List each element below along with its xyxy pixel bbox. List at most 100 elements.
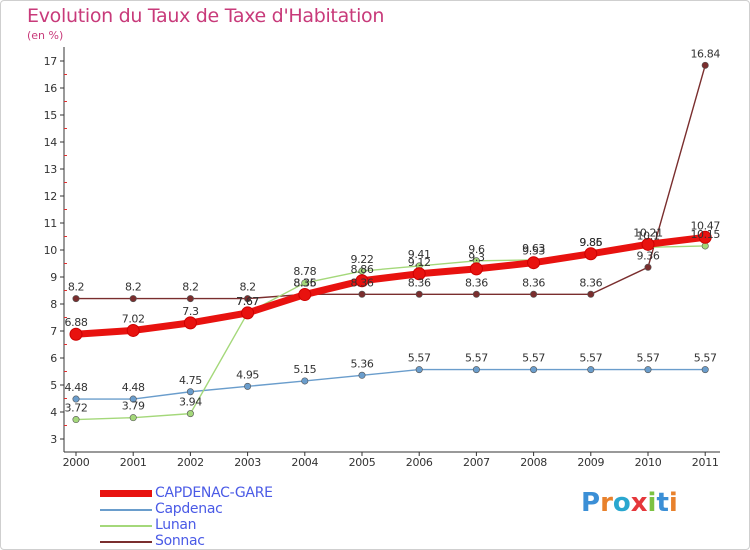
data-label: 10.47: [690, 219, 720, 232]
data-label: 9.86: [579, 236, 602, 249]
data-point: [244, 295, 252, 303]
series-line-sonnac: [75, 64, 706, 300]
logo-letter: P: [581, 488, 601, 518]
data-label: 8.36: [522, 276, 545, 289]
y-tick-label: 6: [50, 352, 57, 365]
legend-label: Lunan: [155, 517, 197, 533]
data-point: [472, 366, 480, 374]
data-point: [301, 279, 309, 287]
y-tick-label: 4: [50, 406, 57, 419]
y-tick-label: 16: [44, 82, 58, 95]
x-tick-label: 2009: [577, 456, 604, 469]
x-tick-label: 2004: [291, 456, 318, 469]
logo-letter: i: [647, 488, 657, 518]
x-tick-label: 2006: [406, 456, 433, 469]
x-tick-label: 2007: [463, 456, 490, 469]
series-line-capdenac-gare: [72, 233, 709, 338]
data-point: [469, 262, 483, 276]
data-label: 10.15: [690, 228, 720, 241]
data-label: 7.67: [236, 295, 259, 308]
y-tick-label: 12: [44, 190, 57, 203]
data-label: 9.6: [468, 243, 485, 256]
data-point: [644, 366, 652, 374]
logo-letter: x: [630, 488, 648, 518]
data-point: [415, 366, 423, 374]
data-label: 8.2: [239, 281, 255, 294]
legend-swatch: [100, 541, 152, 543]
data-label: 8.2: [125, 281, 141, 294]
data-label: 10.1: [637, 229, 660, 242]
data-label: 8.35: [293, 277, 316, 290]
logo-letter: t: [656, 488, 669, 518]
y-tick-label: 14: [44, 136, 58, 149]
data-point: [641, 237, 655, 251]
data-label: 5.57: [408, 352, 431, 365]
data-point: [644, 263, 652, 271]
data-point: [69, 327, 83, 341]
data-label: 4.48: [65, 381, 88, 394]
logo-letter: i: [668, 488, 678, 518]
data-label: 9.41: [408, 248, 431, 261]
data-label: 5.57: [579, 352, 602, 365]
data-label: 5.15: [293, 363, 316, 376]
data-label: 9.3: [468, 251, 485, 264]
data-point: [72, 395, 80, 403]
data-label: 8.36: [579, 276, 602, 289]
legend-swatch: [100, 490, 152, 497]
x-tick-label: 2010: [635, 456, 662, 469]
data-point: [584, 247, 598, 261]
data-label: 9.85: [579, 236, 602, 249]
data-label: 3.79: [122, 400, 145, 413]
data-label: 6.88: [65, 316, 88, 329]
data-point: [186, 410, 194, 418]
x-tick-label: 2002: [177, 456, 204, 469]
y-tick-label: 9: [50, 271, 57, 284]
unit-label: (en %): [27, 29, 64, 42]
legend-label: Capdenac: [155, 501, 223, 517]
data-point: [72, 295, 80, 303]
series-line-capdenac: [75, 368, 706, 400]
data-point: [301, 377, 309, 385]
data-label: 3.72: [65, 402, 88, 415]
x-tick-label: 2000: [63, 456, 90, 469]
logo-letter: o: [612, 488, 631, 518]
data-point: [701, 366, 709, 374]
data-label: 5.36: [351, 357, 374, 370]
data-point: [129, 295, 137, 303]
x-tick-label: 2008: [520, 456, 547, 469]
data-point: [183, 316, 197, 330]
y-tick-label: 13: [44, 163, 58, 176]
data-label: 4.48: [122, 381, 145, 394]
data-point: [244, 382, 252, 390]
data-point: [701, 61, 709, 69]
data-point: [129, 395, 137, 403]
data-label: 8.36: [351, 276, 374, 289]
data-label: 7.67: [236, 295, 259, 308]
data-label: 5.57: [637, 352, 660, 365]
data-point: [358, 371, 366, 379]
logo-letter: r: [600, 488, 613, 518]
data-point: [530, 290, 538, 298]
data-point: [241, 306, 255, 320]
data-point: [126, 323, 140, 337]
data-label: 8.36: [293, 276, 316, 289]
y-tick-label: 17: [44, 55, 58, 68]
data-point: [415, 290, 423, 298]
data-label: 9.36: [637, 249, 660, 262]
data-label: 9.53: [522, 245, 545, 258]
data-label: 10.21: [633, 226, 663, 239]
data-label: 8.2: [68, 281, 84, 294]
chart-title: Evolution du Taux de Taxe d'Habitation: [27, 5, 385, 27]
data-point: [186, 388, 194, 396]
data-point: [530, 366, 538, 374]
series-line-lunan: [75, 245, 706, 421]
y-tick-label: 8: [50, 298, 57, 311]
proxiti-logo: Proxiti: [581, 488, 678, 518]
data-label: 8.36: [408, 276, 431, 289]
data-point: [358, 290, 366, 298]
data-label: 7.3: [182, 305, 199, 318]
data-label: 8.36: [465, 276, 488, 289]
data-point: [412, 267, 426, 281]
data-label: 4.95: [236, 368, 259, 381]
